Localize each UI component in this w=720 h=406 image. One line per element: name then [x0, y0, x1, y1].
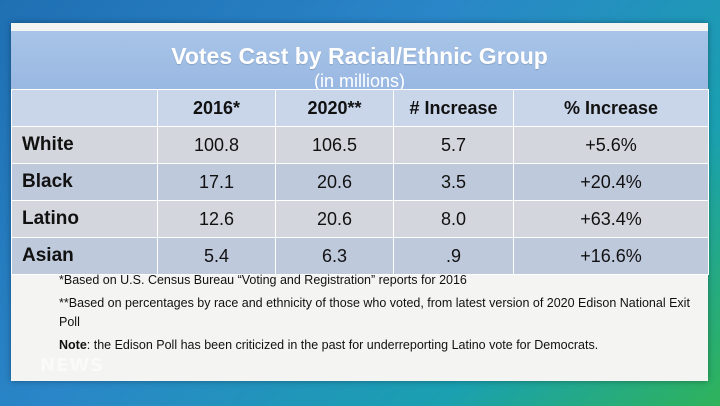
- table-cell: 17.1: [157, 163, 276, 201]
- header-cell: 2016*: [157, 89, 276, 127]
- slide-subtitle: (in millions): [313, 71, 405, 91]
- row-label: Black: [11, 163, 158, 201]
- row-label: Asian: [11, 237, 158, 275]
- table-cell: +5.6%: [513, 126, 709, 164]
- news-watermark: NEWS: [40, 355, 105, 376]
- table-cell: 3.5: [393, 163, 514, 201]
- table-cell: +63.4%: [513, 200, 709, 238]
- footnote-2016: *Based on U.S. Census Bureau “Voting and…: [59, 273, 467, 287]
- table-cell: .9: [393, 237, 514, 275]
- row-label: White: [11, 126, 158, 164]
- table-cell: 12.6: [157, 200, 276, 238]
- table-cell: +16.6%: [513, 237, 709, 275]
- table-row: Black 17.1 20.6 3.5 +20.4%: [11, 163, 709, 201]
- table-header-row: 2016* 2020** # Increase % Increase: [11, 89, 709, 127]
- header-cell: % Increase: [513, 89, 709, 127]
- table-cell: 20.6: [275, 200, 394, 238]
- footnotes: *Based on U.S. Census Bureau “Voting and…: [59, 271, 699, 355]
- table-cell: 5.4: [157, 237, 276, 275]
- header-cell: # Increase: [393, 89, 514, 127]
- footnote-2020: **Based on percentages by race and ethni…: [59, 296, 690, 329]
- table-cell: 6.3: [275, 237, 394, 275]
- note-label: Note: [59, 338, 87, 352]
- table-cell: 20.6: [275, 163, 394, 201]
- table-cell: 8.0: [393, 200, 514, 238]
- footnote-note: Note: the Edison Poll has been criticize…: [59, 336, 699, 355]
- table-cell: 100.8: [157, 126, 276, 164]
- header-cell: [11, 89, 158, 127]
- header-cell: 2020**: [275, 89, 394, 127]
- table-cell: 106.5: [275, 126, 394, 164]
- table-row: Latino 12.6 20.6 8.0 +63.4%: [11, 200, 709, 238]
- table-cell: 5.7: [393, 126, 514, 164]
- table-row: Asian 5.4 6.3 .9 +16.6%: [11, 237, 709, 275]
- row-label: Latino: [11, 200, 158, 238]
- table-cell: +20.4%: [513, 163, 709, 201]
- table-row: White 100.8 106.5 5.7 +5.6%: [11, 126, 709, 164]
- slide-title: Votes Cast by Racial/Ethnic Group: [171, 43, 548, 69]
- note-text: : the Edison Poll has been criticized in…: [86, 338, 599, 352]
- votes-table: 2016* 2020** # Increase % Increase White…: [11, 89, 709, 275]
- slide: Votes Cast by Racial/Ethnic Group (in mi…: [11, 23, 709, 381]
